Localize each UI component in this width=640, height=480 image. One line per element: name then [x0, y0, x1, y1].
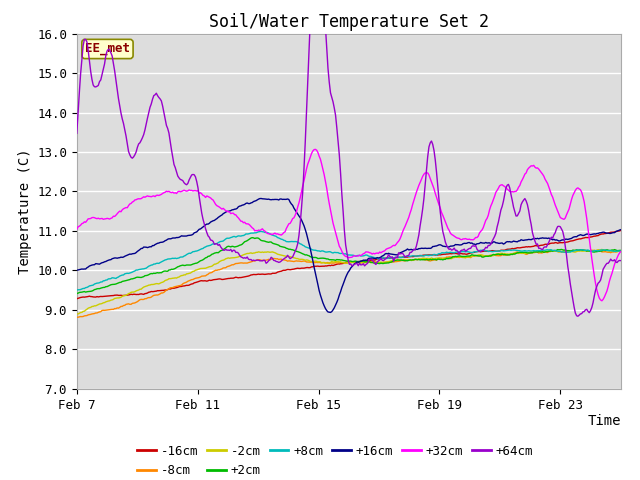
- Text: EE_met: EE_met: [85, 42, 130, 56]
- Legend: -16cm, -8cm, -2cm, +2cm, +8cm, +16cm, +32cm, +64cm: -16cm, -8cm, -2cm, +2cm, +8cm, +16cm, +3…: [132, 440, 538, 480]
- Text: Time: Time: [588, 414, 621, 428]
- Title: Soil/Water Temperature Set 2: Soil/Water Temperature Set 2: [209, 12, 489, 31]
- Y-axis label: Temperature (C): Temperature (C): [17, 148, 31, 274]
